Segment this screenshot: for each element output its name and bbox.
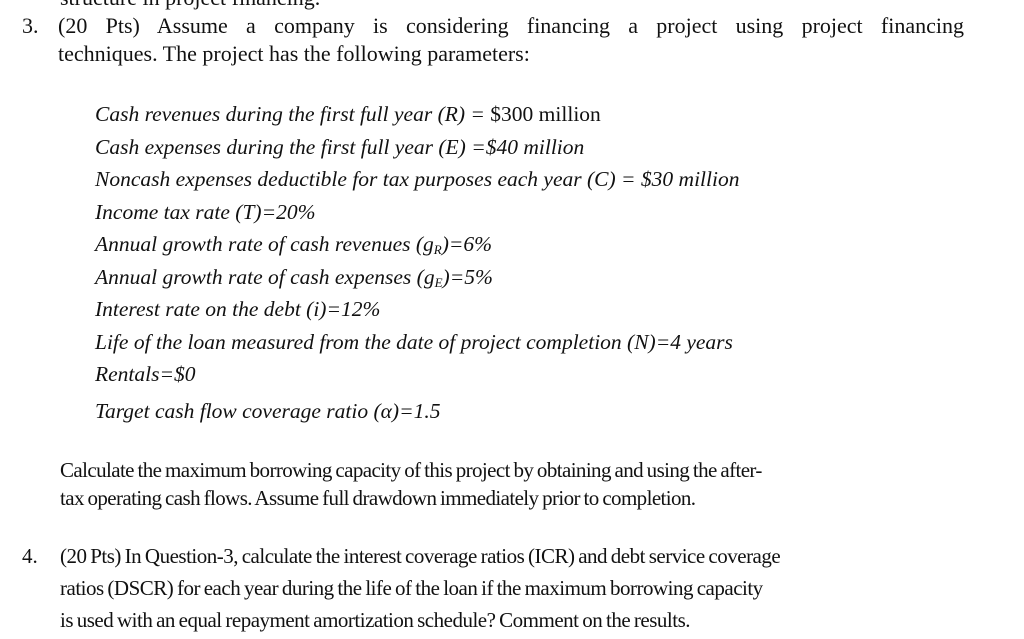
param-label: Target cash flow coverage ratio (α)= [95,398,414,423]
param-label: Rentals= [95,362,174,386]
param-label: Income tax rate (T)= [95,199,277,224]
param-label-end: )= [441,232,464,256]
param-coverage-ratio: Target cash flow coverage ratio (α)=1.5 [95,395,739,428]
param-label: Cash expenses during the first full year… [95,134,486,159]
param-label-end: )= [442,264,465,289]
param-cash-expenses: Cash expenses during the first full year… [95,131,739,164]
question-3-number: 3. [22,13,39,38]
param-value: 20% [276,199,316,224]
param-value: $0 [174,362,196,386]
param-value: 6% [463,232,493,256]
question-4-line-1: (20 Pts) In Question-3, calculate the in… [60,544,781,568]
param-value: $40 million [485,134,585,159]
question-4-number: 4. [22,544,38,568]
param-value: 12% [340,297,381,321]
question-4-line-3: is used with an equal repayment amortiza… [60,608,691,632]
parameter-list: Cash revenues during the first full year… [95,98,739,427]
param-value: 5% [464,264,493,289]
param-label: Life of the loan measured from the date … [95,329,671,354]
question-3-task: Calculate the maximum borrowing capacity… [60,456,762,512]
param-rentals: Rentals=$0 [95,358,739,391]
param-interest-rate: Interest rate on the debt (i)=12% [95,293,739,326]
param-subscript: R [433,242,442,257]
param-label: Cash revenues during the first full year… [95,102,491,126]
question-4-line-2: ratios (DSCR) for each year during the l… [60,576,763,600]
param-value: 4 years [670,329,733,354]
param-value: $300 million [490,102,601,126]
param-value: 1.5 [413,398,441,423]
param-loan-life: Life of the loan measured from the date … [95,326,739,359]
param-label: Annual growth rate of cash revenues (g [95,232,434,256]
question-3-intro-line-1: (20 Pts) Assume a company is considering… [58,13,964,38]
param-subscript: E [434,274,443,290]
param-noncash-expenses: Noncash expenses deductible for tax purp… [95,163,739,196]
param-revenue-growth: Annual growth rate of cash revenues (gR)… [95,228,739,261]
question-3-task-line-2: tax operating cash flows. Assume full dr… [60,486,696,510]
param-label: Interest rate on the debt (i)= [95,297,341,321]
param-label: Noncash expenses deductible for tax purp… [95,167,641,191]
question-4-text: (20 Pts) In Question-3, calculate the in… [60,540,781,636]
param-income-tax-rate: Income tax rate (T)=20% [95,196,739,229]
param-expense-growth: Annual growth rate of cash expenses (gE)… [95,261,739,294]
param-label: Annual growth rate of cash expenses (g [95,264,435,289]
cropped-previous-line: structure in project financing. [60,0,320,10]
param-cash-revenues: Cash revenues during the first full year… [95,98,739,131]
param-value: $30 million [640,167,740,191]
question-3-intro-line-2: techniques. The project has the followin… [58,41,530,66]
question-3-task-line-1: Calculate the maximum borrowing capacity… [60,458,762,482]
